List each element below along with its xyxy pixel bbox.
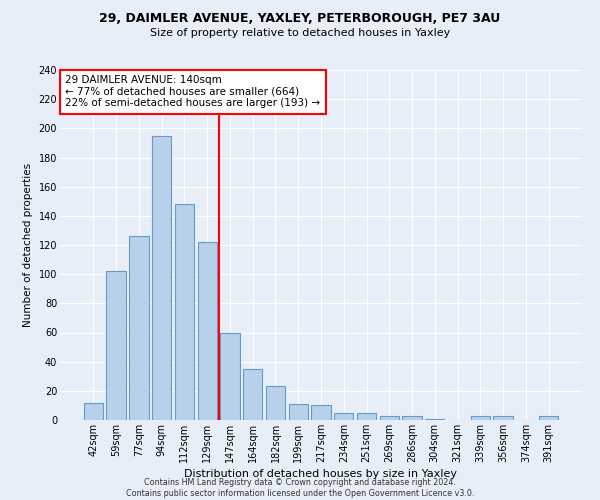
Text: 29 DAIMLER AVENUE: 140sqm
← 77% of detached houses are smaller (664)
22% of semi: 29 DAIMLER AVENUE: 140sqm ← 77% of detac…	[65, 75, 320, 108]
Bar	[493, 416, 513, 420]
Text: Contains HM Land Registry data © Crown copyright and database right 2024.
Contai: Contains HM Land Registry data © Crown c…	[126, 478, 474, 498]
Bar	[425, 418, 445, 420]
Text: Size of property relative to detached houses in Yaxley: Size of property relative to detached ho…	[150, 28, 450, 38]
Text: 29, DAIMLER AVENUE, YAXLEY, PETERBOROUGH, PE7 3AU: 29, DAIMLER AVENUE, YAXLEY, PETERBOROUGH…	[100, 12, 500, 26]
Bar	[84, 402, 103, 420]
Bar	[539, 416, 558, 420]
Bar	[470, 416, 490, 420]
Bar	[380, 416, 399, 420]
Bar	[357, 412, 376, 420]
Y-axis label: Number of detached properties: Number of detached properties	[23, 163, 33, 327]
Bar	[334, 412, 353, 420]
Bar	[311, 406, 331, 420]
Bar	[220, 332, 239, 420]
Bar	[106, 271, 126, 420]
Bar	[129, 236, 149, 420]
Bar	[403, 416, 422, 420]
Bar	[152, 136, 172, 420]
Bar	[197, 242, 217, 420]
Bar	[289, 404, 308, 420]
Bar	[175, 204, 194, 420]
X-axis label: Distribution of detached houses by size in Yaxley: Distribution of detached houses by size …	[185, 469, 458, 479]
Bar	[266, 386, 285, 420]
Bar	[243, 369, 262, 420]
